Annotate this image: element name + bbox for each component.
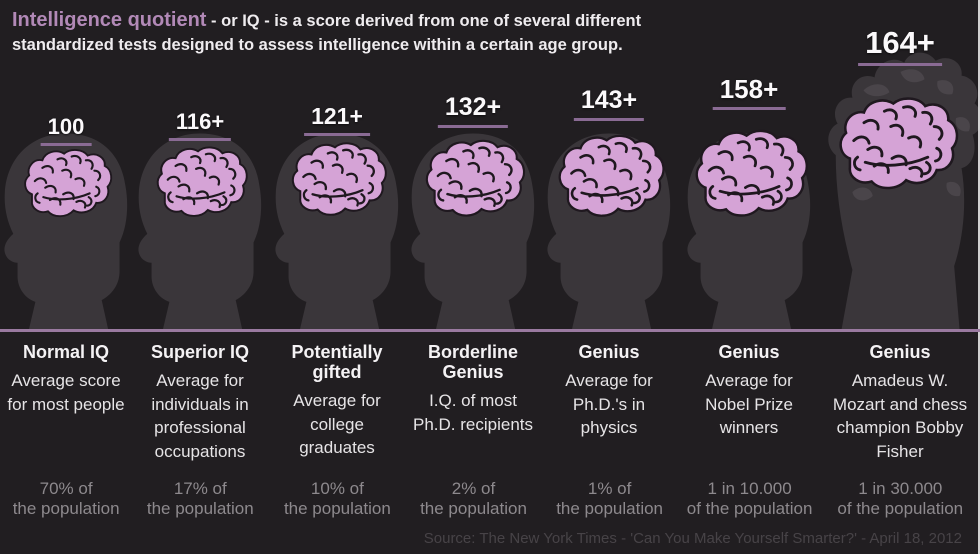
figure-column-132: 132+ <box>406 0 540 331</box>
figure-column-158: 158+ <box>678 0 820 331</box>
figure-column-143: 143+ <box>540 0 678 331</box>
category-label: Superior IQ <box>150 342 249 362</box>
category-description: Average score for most people <box>7 371 125 414</box>
population-stat: 10% of the population <box>283 479 391 519</box>
beethoven-portrait-icon <box>827 52 980 331</box>
figure-column-164: 164+ <box>820 0 980 331</box>
category-label: Normal IQ <box>22 342 110 362</box>
category-normal-iq: Normal IQ Average score for most people <box>0 342 132 463</box>
figures-row: 100 116+ 121+ 132+ <box>0 0 980 331</box>
figure-column-100: 100 <box>0 0 132 331</box>
category-genius-mozart: Genius Amadeus W. Mozart and chess champ… <box>820 342 980 463</box>
category-label: Genius <box>578 342 640 362</box>
population-stat: 70% of the population <box>12 479 120 519</box>
category-description: Average for college graduates <box>293 391 381 458</box>
population-stat: 1 in 30.000 of the population <box>837 479 964 519</box>
iq-score: 100 <box>40 116 92 146</box>
category-description: Average for individuals in professional … <box>151 371 249 461</box>
iq-score: 164+ <box>858 27 942 66</box>
category-label: Potentially gifted <box>291 342 383 383</box>
divider-line <box>0 329 980 332</box>
iq-score: 132+ <box>437 95 509 128</box>
figure-column-121: 121+ <box>268 0 406 331</box>
category-description: I.Q. of most Ph.D. recipients <box>413 391 533 434</box>
category-genius-nobel: Genius Average for Nobel Prize winners <box>678 342 820 463</box>
category-description: Amadeus W. Mozart and chess champion Bob… <box>832 371 968 461</box>
category-description: Average for Ph.D.'s in physics <box>565 371 653 438</box>
source-credit: Source: The New York Times - 'Can You Ma… <box>423 530 962 547</box>
population-stat: 1 in 10.000 of the population <box>686 479 813 519</box>
category-borderline-genius: Borderline Genius I.Q. of most Ph.D. rec… <box>406 342 540 463</box>
category-superior-iq: Superior IQ Average for individuals in p… <box>132 342 268 463</box>
category-row: Normal IQ Average score for most people … <box>0 342 980 463</box>
population-stat: 1% of the population <box>556 479 664 519</box>
iq-score: 143+ <box>573 88 645 121</box>
category-genius-phd: Genius Average for Ph.D.'s in physics <box>540 342 678 463</box>
iq-score: 121+ <box>304 105 370 136</box>
iq-score: 116+ <box>168 111 232 141</box>
category-potentially-gifted: Potentially gifted Average for college g… <box>268 342 406 463</box>
category-label: Genius <box>718 342 780 362</box>
iq-score: 158+ <box>712 76 786 110</box>
figure-column-116: 116+ <box>132 0 268 331</box>
category-label: Genius <box>869 342 931 362</box>
category-label: Borderline Genius <box>427 342 519 383</box>
population-row: 70% of the population 17% of the populat… <box>0 479 980 519</box>
screen-right-edge <box>978 0 980 554</box>
header-text: Intelligence quotient - or IQ - is a sco… <box>12 8 732 57</box>
population-stat: 2% of the population <box>420 479 527 519</box>
population-stat: 17% of the population <box>146 479 254 519</box>
header-subtitle: - or IQ - is a score derived from one of… <box>12 12 642 54</box>
category-description: Average for Nobel Prize winners <box>705 371 793 438</box>
page-title: Intelligence quotient <box>12 9 207 31</box>
